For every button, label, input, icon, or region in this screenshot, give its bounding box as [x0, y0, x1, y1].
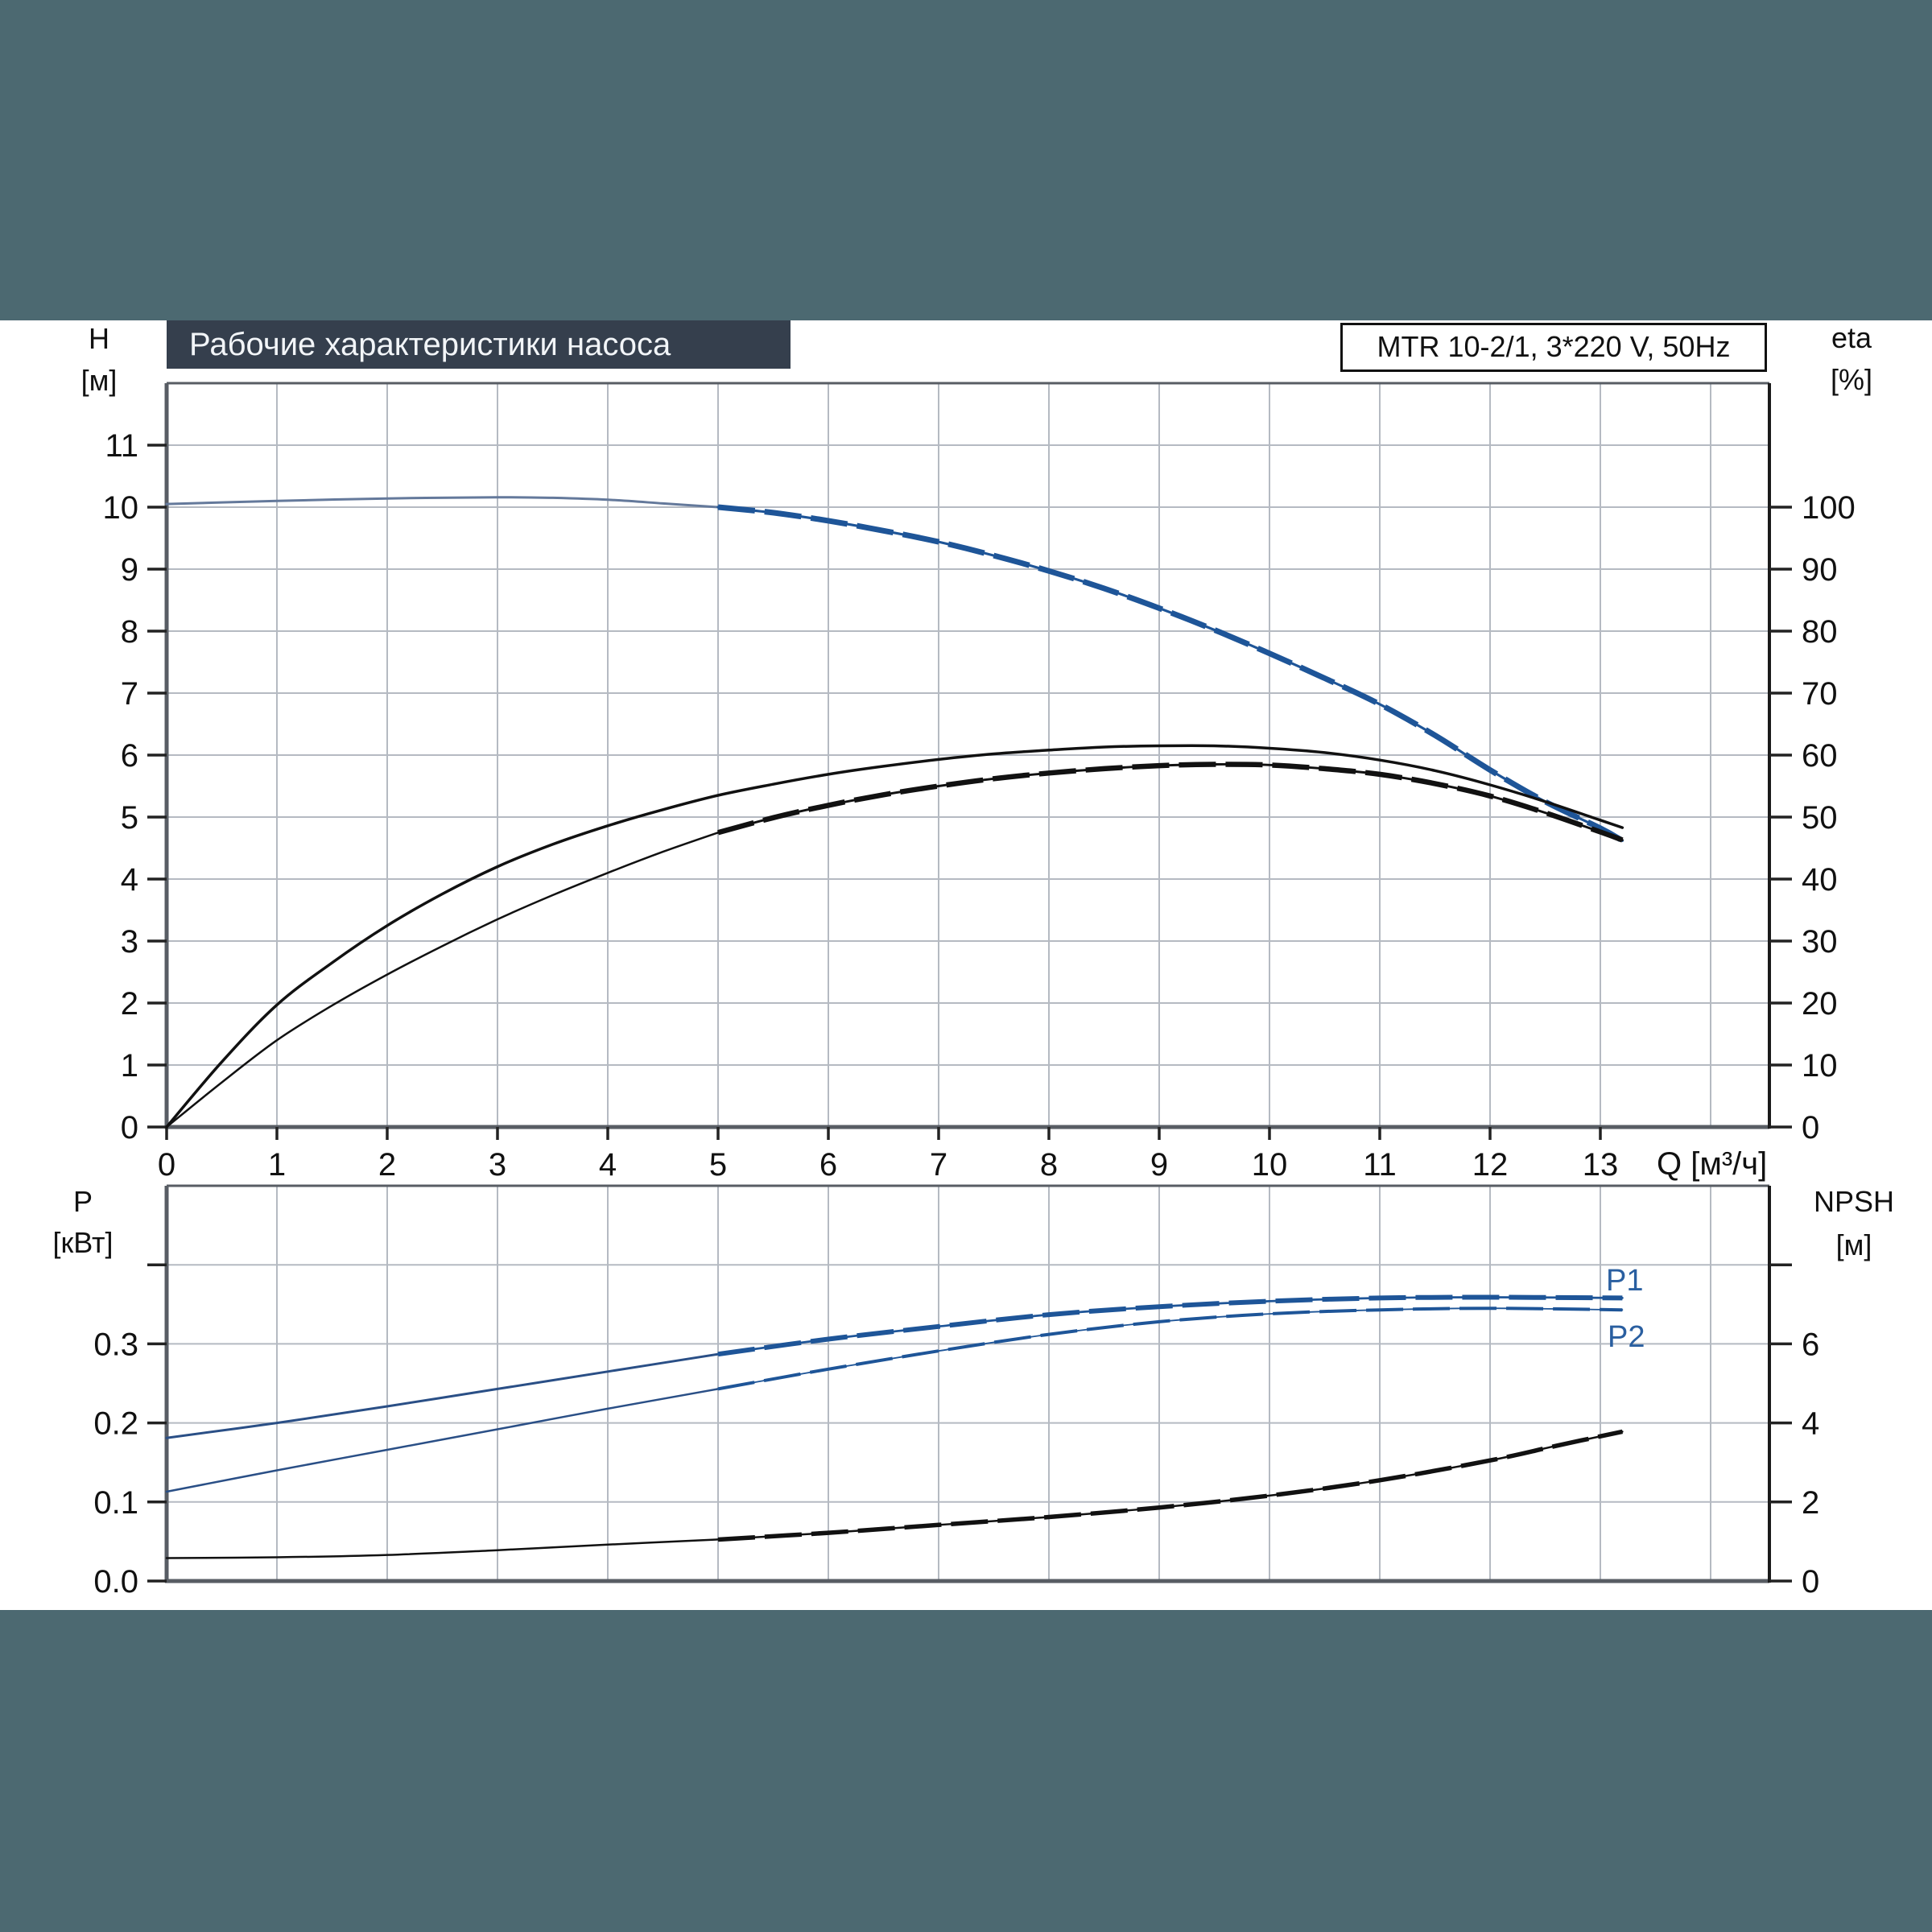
tick-label-x: 8: [1040, 1147, 1058, 1183]
p1-curve-thin: [165, 1352, 720, 1439]
tick-label-x: 11: [1363, 1147, 1397, 1183]
axis-label-eta: eta: [1831, 321, 1872, 354]
axis-label-q: Q [м³/ч]: [1657, 1146, 1768, 1182]
tick-label-right: 6: [1802, 1327, 1819, 1362]
eta-pump-curve: [165, 744, 1624, 1129]
p2-curve-thick-base: [717, 1307, 1624, 1390]
axis-label-h: H: [89, 322, 109, 355]
tick-label-x: 13: [1583, 1147, 1619, 1183]
tick-label-x: 5: [709, 1147, 727, 1183]
tick-label-left: 8: [121, 614, 138, 650]
series-label-p2: P2: [1608, 1320, 1645, 1354]
tick-label-x: 9: [1150, 1147, 1168, 1183]
tick-label-right: 0: [1802, 1564, 1819, 1600]
tick-label-left: 11: [105, 428, 138, 464]
axis-unit-npsh-m: [м]: [1835, 1228, 1872, 1261]
tick-label-left: 1: [121, 1048, 138, 1084]
qh-curve-thick-base: [716, 506, 1624, 842]
tick-label-right: 4: [1802, 1406, 1819, 1442]
axis-unit-m: [м]: [80, 364, 118, 397]
axis-label-npsh: NPSH: [1813, 1185, 1895, 1218]
tick-label-left: 9: [121, 552, 138, 588]
tick-label-left: 0: [121, 1110, 138, 1146]
tick-label-left: 2: [121, 986, 138, 1022]
tick-label-left: 4: [121, 862, 138, 898]
tick-label-right: 60: [1802, 738, 1838, 774]
tick-label-x: 3: [489, 1147, 506, 1183]
tick-label-right: 20: [1802, 986, 1838, 1022]
axis-unit-kwt: [кВт]: [52, 1226, 114, 1259]
p2-curve-thin: [165, 1388, 720, 1493]
axis-unit-pct: [%]: [1830, 363, 1872, 396]
tick-label-x: 12: [1472, 1147, 1509, 1183]
p1-curve-thick: [717, 1294, 1623, 1357]
tick-label-left: 0.1: [93, 1485, 138, 1521]
bottom-decor-band: [0, 1610, 1932, 1932]
top-decor-band: [0, 0, 1932, 320]
pump-model-label: MTR 10-2/1, 3*220 V, 50Hz: [1377, 330, 1731, 363]
eta-total-curve-thick: [717, 762, 1624, 843]
tick-label-left: 0.2: [93, 1406, 138, 1442]
eta-total-curve-thin: [165, 832, 720, 1129]
tick-label-left: 3: [121, 924, 138, 960]
tick-label-right: 70: [1802, 676, 1838, 712]
p2-curve-thick: [717, 1307, 1623, 1391]
tick-label-right: 2: [1802, 1485, 1819, 1521]
chart-title: Рабочие характеристики насоса: [189, 327, 671, 362]
tick-label-x: 10: [1252, 1147, 1288, 1183]
tick-label-x: 6: [819, 1147, 837, 1183]
tick-label-left: 0.0: [93, 1564, 138, 1600]
npsh-curve-thick: [717, 1429, 1623, 1542]
tick-label-right: 50: [1802, 800, 1838, 836]
qh-curve-thin: [165, 496, 753, 512]
tick-label-right: 80: [1802, 614, 1838, 650]
series-label-p1: P1: [1606, 1264, 1644, 1298]
tick-label-right: 100: [1802, 490, 1856, 526]
tick-label-right: 90: [1802, 552, 1838, 588]
tick-label-left: 10: [103, 490, 139, 526]
eta-total-curve-thick-base: [716, 762, 1624, 841]
tick-label-left: 6: [121, 738, 138, 774]
tick-label-left: 0.3: [93, 1327, 138, 1362]
tick-label-x: 4: [599, 1147, 617, 1183]
tick-label-x: 7: [930, 1147, 947, 1183]
tick-label-right: 30: [1802, 924, 1838, 960]
chart-title-box: Рабочие характеристики насоса: [167, 320, 791, 369]
tick-label-right: 10: [1802, 1048, 1838, 1084]
tick-label-left: 5: [121, 800, 138, 836]
npsh-curve-thin: [165, 1538, 720, 1559]
tick-label-right: 0: [1802, 1110, 1819, 1146]
tick-label-x: 0: [158, 1147, 175, 1183]
tick-label-x: 2: [378, 1147, 396, 1183]
pump-model-box: MTR 10-2/1, 3*220 V, 50Hz: [1340, 323, 1767, 372]
tick-label-right: 40: [1802, 862, 1838, 898]
tick-label-x: 1: [268, 1147, 286, 1183]
qh-curve-thick: [717, 504, 1624, 844]
axis-label-p: P: [72, 1185, 93, 1218]
tick-label-left: 7: [121, 676, 138, 712]
npsh-curve-thick-base: [716, 1430, 1624, 1541]
